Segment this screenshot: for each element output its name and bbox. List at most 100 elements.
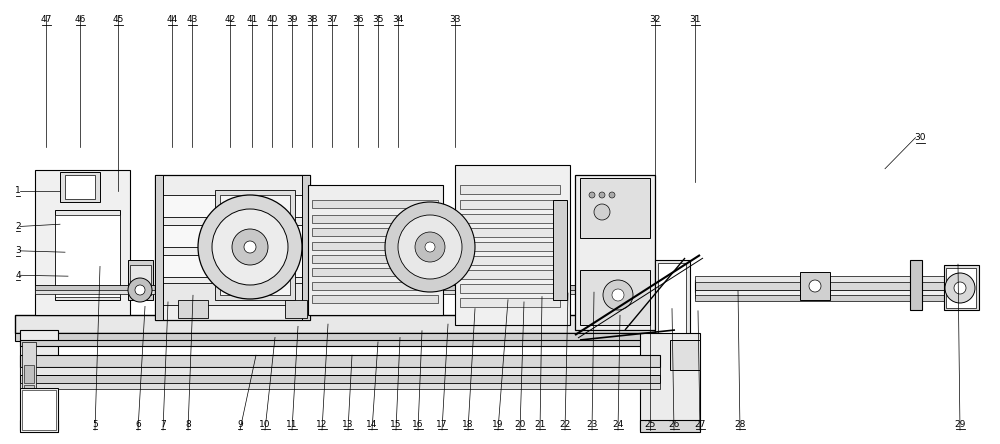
Bar: [312, 295, 438, 303]
Bar: [460, 298, 560, 307]
Circle shape: [128, 278, 152, 302]
Text: 28: 28: [734, 420, 746, 428]
Circle shape: [135, 285, 145, 295]
Text: 40: 40: [266, 16, 278, 24]
Bar: [312, 255, 438, 263]
Bar: [440, 260, 454, 265]
Text: 36: 36: [352, 16, 364, 24]
Bar: [155, 175, 310, 320]
Text: 47: 47: [40, 16, 52, 24]
Bar: [312, 242, 438, 250]
Text: 29: 29: [954, 420, 966, 428]
Bar: [440, 252, 454, 257]
Text: 33: 33: [449, 16, 461, 24]
Circle shape: [603, 280, 633, 310]
Text: 32: 32: [649, 16, 661, 24]
Text: 12: 12: [316, 420, 328, 428]
Bar: [15, 333, 655, 341]
Circle shape: [232, 229, 268, 265]
Bar: [15, 315, 655, 333]
Bar: [162, 225, 302, 247]
Bar: [22, 342, 36, 392]
Text: 15: 15: [390, 420, 402, 428]
Circle shape: [612, 289, 624, 301]
Bar: [220, 195, 290, 295]
Text: 4: 4: [15, 271, 21, 280]
Text: 20: 20: [514, 420, 526, 428]
Text: 2: 2: [15, 222, 21, 231]
Bar: [24, 365, 34, 383]
Bar: [20, 340, 660, 346]
Bar: [20, 388, 58, 432]
Circle shape: [244, 241, 256, 253]
Bar: [946, 268, 976, 308]
Text: 41: 41: [246, 16, 258, 24]
Bar: [55, 215, 120, 297]
Bar: [460, 242, 560, 251]
Bar: [455, 165, 570, 325]
Bar: [670, 340, 700, 370]
Text: 7: 7: [160, 420, 166, 428]
Text: 42: 42: [224, 16, 236, 24]
Bar: [640, 333, 700, 430]
Circle shape: [594, 204, 610, 220]
Bar: [655, 260, 690, 340]
Bar: [460, 185, 560, 194]
Bar: [302, 175, 310, 320]
Bar: [162, 283, 302, 305]
Bar: [460, 284, 560, 293]
Text: 8: 8: [185, 420, 191, 428]
Bar: [800, 272, 830, 300]
Circle shape: [589, 192, 595, 198]
Bar: [460, 200, 560, 209]
Circle shape: [954, 282, 966, 294]
Bar: [440, 236, 454, 241]
Bar: [24, 385, 34, 397]
Text: 11: 11: [286, 420, 298, 428]
Text: 31: 31: [689, 16, 701, 24]
Bar: [460, 256, 560, 265]
Bar: [130, 265, 151, 295]
Bar: [20, 330, 58, 430]
Bar: [944, 265, 979, 310]
Bar: [695, 290, 965, 298]
Bar: [312, 282, 438, 290]
Text: 17: 17: [436, 420, 448, 428]
Circle shape: [809, 280, 821, 292]
Text: 38: 38: [306, 16, 318, 24]
Bar: [162, 255, 302, 277]
Bar: [312, 215, 438, 223]
Bar: [308, 185, 443, 315]
Text: 39: 39: [286, 16, 298, 24]
Bar: [312, 200, 438, 208]
Bar: [575, 175, 655, 330]
Bar: [580, 178, 650, 238]
Circle shape: [415, 232, 445, 262]
Circle shape: [609, 192, 615, 198]
Circle shape: [398, 215, 462, 279]
Bar: [460, 228, 560, 237]
Bar: [35, 170, 130, 315]
Bar: [553, 200, 567, 300]
Text: 44: 44: [166, 16, 178, 24]
Bar: [128, 260, 153, 300]
Bar: [460, 270, 560, 279]
Text: 18: 18: [462, 420, 474, 428]
Bar: [438, 225, 456, 271]
Circle shape: [212, 209, 288, 285]
Text: 45: 45: [112, 16, 124, 24]
Text: 43: 43: [186, 16, 198, 24]
Bar: [20, 420, 58, 432]
Bar: [440, 228, 454, 233]
Bar: [695, 280, 965, 292]
Text: 1: 1: [15, 186, 21, 195]
Bar: [178, 300, 208, 318]
Circle shape: [945, 273, 975, 303]
Text: 25: 25: [644, 420, 656, 428]
Text: 46: 46: [74, 16, 86, 24]
Bar: [285, 300, 307, 318]
Text: 37: 37: [326, 16, 338, 24]
Bar: [910, 260, 922, 310]
Circle shape: [385, 202, 475, 292]
Bar: [65, 175, 95, 199]
